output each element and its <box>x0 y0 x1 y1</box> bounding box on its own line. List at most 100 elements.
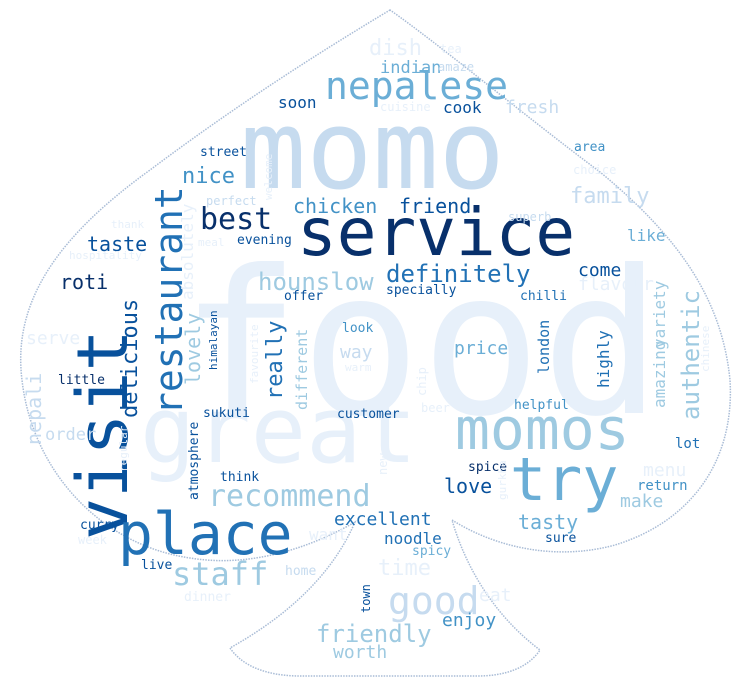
cloud-word-regular: regular <box>117 425 130 472</box>
cloud-word-place: place <box>118 500 293 568</box>
cloud-word-town: town <box>359 584 373 613</box>
cloud-word-look: look <box>342 321 374 336</box>
cloud-word-staff: staff <box>172 555 269 593</box>
cloud-word-hounslow: hounslow <box>258 268 374 296</box>
cloud-word-good: good <box>388 579 480 623</box>
cloud-word-love: love <box>444 474 493 498</box>
cloud-word-best: best <box>200 202 273 237</box>
cloud-word-time: time <box>378 556 431 581</box>
cloud-word-perfect: perfect <box>206 194 257 208</box>
cloud-word-himalayan: himalayan <box>207 310 220 370</box>
cloud-word-meal: meal <box>198 236 225 249</box>
cloud-word-highly: highly <box>594 330 613 388</box>
cloud-word-return: return <box>637 478 688 494</box>
cloud-word-taste: taste <box>87 232 148 256</box>
cloud-word-sukuti: sukuti <box>203 406 250 421</box>
cloud-word-tasty: tasty <box>518 510 579 534</box>
cloud-word-food: food <box>180 228 662 461</box>
cloud-word-hospitality: hospitality <box>69 249 142 262</box>
cloud-word-superb: superb <box>508 210 552 224</box>
cloud-word-street: street <box>200 145 247 160</box>
cloud-word-cuisine: cuisine <box>380 100 431 114</box>
cloud-word-different: different <box>293 328 311 410</box>
cloud-word-dish: dish <box>369 36 422 61</box>
cloud-word-way: way <box>340 342 373 363</box>
cloud-word-little: little <box>58 373 105 388</box>
cloud-word-spice: spice <box>468 460 508 475</box>
cloud-word-curry: curry <box>80 518 120 533</box>
cloud-word-gurkha: gurkha <box>496 460 509 500</box>
cloud-word-offer: offer <box>284 289 324 304</box>
cloud-word-chicken: chicken <box>293 194 378 218</box>
cloud-word-customer: customer <box>337 407 400 422</box>
cloud-word-really: really <box>263 320 288 400</box>
cloud-word-order: order <box>45 425 97 445</box>
cloud-word-new: new <box>376 453 390 475</box>
cloud-word-enjoy: enjoy <box>442 610 497 631</box>
cloud-word-friendly: friendly <box>316 620 432 648</box>
cloud-word-atmosphere: atmosphere <box>187 421 202 500</box>
cloud-word-think: think <box>220 470 260 485</box>
cloud-word-chinese: chinese <box>699 325 712 372</box>
cloud-word-make: make <box>620 491 664 512</box>
cloud-word-sure: sure <box>545 531 577 546</box>
cloud-word-choice: choice <box>573 163 617 177</box>
cloud-word-friend: friend <box>399 194 472 218</box>
cloud-word-warm: warm <box>345 361 372 374</box>
cloud-word-london: london <box>535 319 553 374</box>
cloud-word-thank: thank <box>111 218 145 231</box>
cloud-word-soon: soon <box>278 93 317 112</box>
cloud-word-welcome: welcome <box>262 153 275 200</box>
cloud-word-definitely: definitely <box>386 260 531 288</box>
cloud-word-favourite: favourite <box>248 324 261 384</box>
cloud-word-home: home <box>285 564 317 579</box>
cloud-word-dinner: dinner <box>184 590 231 605</box>
cloud-word-variety: variety <box>650 280 669 348</box>
cloud-word-delicious: delicious <box>118 298 143 418</box>
cloud-word-beer: beer <box>421 401 450 415</box>
cloud-word-chip: chip <box>415 367 429 396</box>
cloud-word-fresh: fresh <box>505 97 560 118</box>
cloud-word-excellent: excellent <box>334 509 432 530</box>
cloud-word-specially: specially <box>386 283 457 298</box>
cloud-word-area: area <box>574 140 606 155</box>
cloud-word-family: family <box>570 184 650 209</box>
cloud-word-menu: menu <box>643 460 687 481</box>
cloud-word-try: try <box>510 445 619 515</box>
cloud-word-spicy: spicy <box>412 544 452 559</box>
cloud-word-nepalese: nepalese <box>325 64 509 108</box>
cloud-word-like: like <box>627 226 666 245</box>
cloud-word-momo: momo <box>240 86 505 214</box>
cloud-word-evening: evening <box>237 233 292 248</box>
cloud-word-lot: lot <box>675 436 701 452</box>
spade-outline-path <box>20 9 732 677</box>
cloud-word-want: want <box>309 525 348 544</box>
cloud-word-price: price <box>454 338 509 359</box>
cloud-word-serve: serve <box>26 328 81 349</box>
cloud-word-lovely: lovely <box>181 312 205 385</box>
cloud-word-recommend: recommend <box>208 479 371 514</box>
cloud-word-eat: eat <box>479 585 512 606</box>
cloud-word-helpful: helpful <box>514 398 569 413</box>
cloud-word-roti: roti <box>60 270 109 294</box>
cloud-word-momos: momos <box>455 395 630 463</box>
cloud-word-tea: tea <box>440 42 462 56</box>
cloud-word-come: come <box>578 260 622 281</box>
cloud-word-chilli: chilli <box>520 289 567 304</box>
cloud-word-noodle: noodle <box>384 529 442 548</box>
cloud-word-amaze: amaze <box>438 60 475 74</box>
cloud-word-nepali: nepali <box>22 372 46 445</box>
cloud-word-great: great <box>140 377 417 484</box>
cloud-word-week: week <box>78 533 107 547</box>
cloud-word-flavour: flavour <box>578 274 654 295</box>
cloud-word-service: service <box>297 194 576 271</box>
cloud-word-live: live <box>141 558 173 573</box>
cloud-word-cook: cook <box>443 98 482 117</box>
cloud-word-indian: indian <box>380 58 442 78</box>
cloud-word-worth: worth <box>333 642 388 663</box>
cloud-word-nice: nice <box>182 164 235 189</box>
cloud-word-amazing: amazing <box>650 340 669 408</box>
cloud-word-absolutely: absolutely <box>178 203 197 300</box>
